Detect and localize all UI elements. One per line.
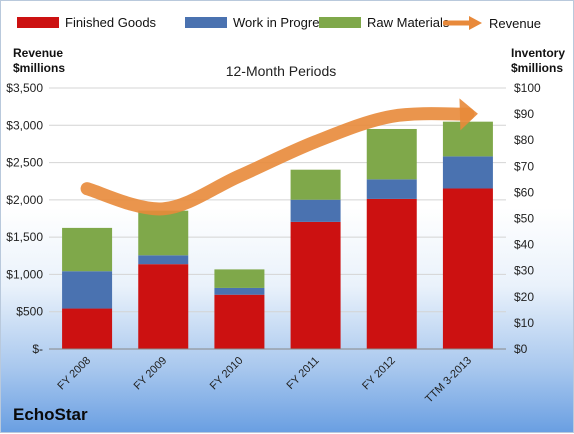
bar-raw-materials — [138, 210, 189, 256]
bar-raw-materials — [62, 227, 113, 272]
bar-raw-materials — [366, 128, 417, 180]
left-axis-title-line2: $millions — [13, 61, 66, 75]
legend-label-finished-goods: Finished Goods — [65, 15, 157, 30]
right-tick-label: $40 — [514, 238, 534, 252]
left-tick-label: $1,000 — [6, 267, 43, 281]
legend-label-raw-materials: Raw Materials — [367, 15, 450, 30]
right-tick-label: $70 — [514, 159, 534, 173]
bar-raw-materials — [214, 269, 265, 288]
x-tick-label: TTM 3-2013 — [423, 355, 474, 406]
x-tick-label: FY 2012 — [360, 355, 398, 393]
bar-work-in-progress — [62, 271, 113, 309]
right-tick-label: $20 — [514, 290, 534, 304]
bar-work-in-progress — [138, 255, 189, 265]
left-tick-label: $1,500 — [6, 230, 43, 244]
left-tick-label: $3,500 — [6, 81, 43, 95]
bar-work-in-progress — [214, 287, 265, 295]
chart-subtitle: 12-Month Periods — [225, 63, 337, 79]
right-axis-title-line1: Inventory — [511, 46, 566, 60]
legend-item-raw-materials: Raw Materials — [319, 15, 449, 30]
bar-raw-materials — [290, 169, 341, 200]
bar-finished-goods — [290, 221, 341, 349]
left-axis-title: Revenue $millions — [13, 46, 65, 76]
legend-label-work-in-progress: Work in Progress — [233, 15, 333, 30]
left-tick-label: $- — [32, 342, 43, 356]
legend-swatch-raw-materials — [319, 17, 361, 28]
bar-finished-goods — [138, 264, 189, 349]
bar-finished-goods — [62, 308, 113, 349]
revenue-arrowhead — [459, 98, 478, 131]
right-tick-label: $80 — [514, 133, 534, 147]
legend-item-work-in-progress: Work in Progress — [185, 15, 332, 30]
bar-finished-goods — [442, 188, 493, 349]
right-axis-title: Inventory $millions — [511, 46, 565, 76]
right-tick-label: $50 — [514, 212, 534, 226]
x-tick-label: FY 2008 — [55, 355, 93, 393]
right-tick-label: $30 — [514, 264, 534, 278]
x-tick-label: FY 2009 — [132, 355, 170, 393]
bar-work-in-progress — [290, 199, 341, 222]
brand-label: EchoStar — [13, 405, 88, 424]
right-tick-label: $100 — [514, 81, 541, 95]
right-axis-title-line2: $millions — [511, 61, 564, 75]
left-tick-label: $2,000 — [6, 193, 43, 207]
legend-label-revenue: Revenue — [489, 15, 542, 31]
legend-swatch-work-in-progress — [185, 17, 227, 28]
right-tick-label: $90 — [514, 107, 534, 121]
revenue-line — [80, 107, 475, 216]
legend-swatch-finished-goods — [17, 17, 59, 28]
x-tick-label: FY 2010 — [208, 355, 246, 393]
left-tick-label: $500 — [16, 305, 43, 319]
legend-item-revenue: Revenue — [443, 15, 541, 31]
bar-work-in-progress — [366, 179, 417, 199]
legend-arrow-icon — [443, 16, 482, 30]
right-tick-label: $0 — [514, 342, 528, 356]
left-tick-label: $2,500 — [6, 156, 43, 170]
legend: Finished Goods Work in Progress Raw Mate… — [1, 15, 574, 35]
bar-work-in-progress — [442, 156, 493, 189]
bar-finished-goods — [366, 198, 417, 349]
bar-finished-goods — [214, 294, 265, 349]
bar-raw-materials — [442, 121, 493, 157]
x-tick-label: FY 2011 — [285, 355, 322, 392]
right-tick-label: $10 — [514, 316, 534, 330]
right-tick-label: $60 — [514, 185, 534, 199]
legend-item-finished-goods: Finished Goods — [17, 15, 156, 30]
left-axis-title-line1: Revenue — [13, 46, 64, 60]
left-tick-label: $3,000 — [6, 118, 43, 132]
